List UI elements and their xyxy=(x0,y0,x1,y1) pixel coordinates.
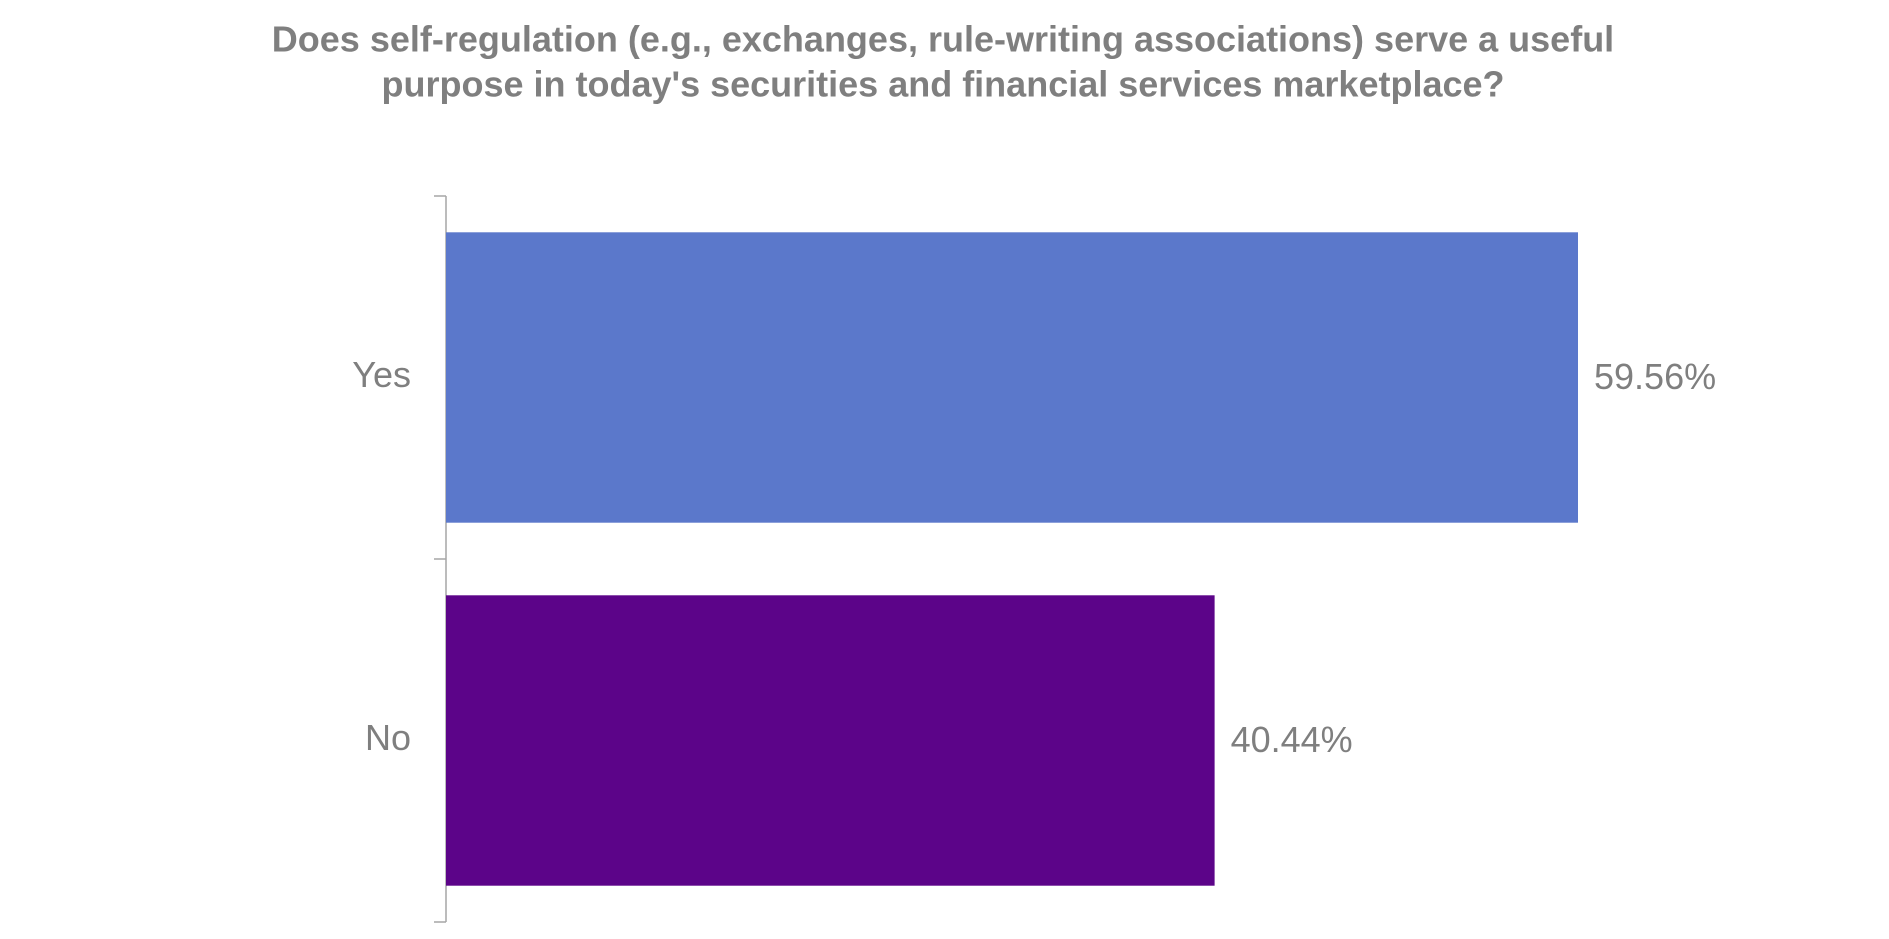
value-label: 59.56% xyxy=(1594,356,1716,397)
chart-title: purpose in today's securities and financ… xyxy=(381,64,1504,105)
chart-title: Does self-regulation (e.g., exchanges, r… xyxy=(272,19,1614,60)
bar xyxy=(446,232,1578,523)
category-label: No xyxy=(365,717,411,758)
category-label: Yes xyxy=(352,354,411,395)
category-axis xyxy=(434,195,447,923)
bar xyxy=(446,595,1215,886)
value-label: 40.44% xyxy=(1231,719,1353,760)
